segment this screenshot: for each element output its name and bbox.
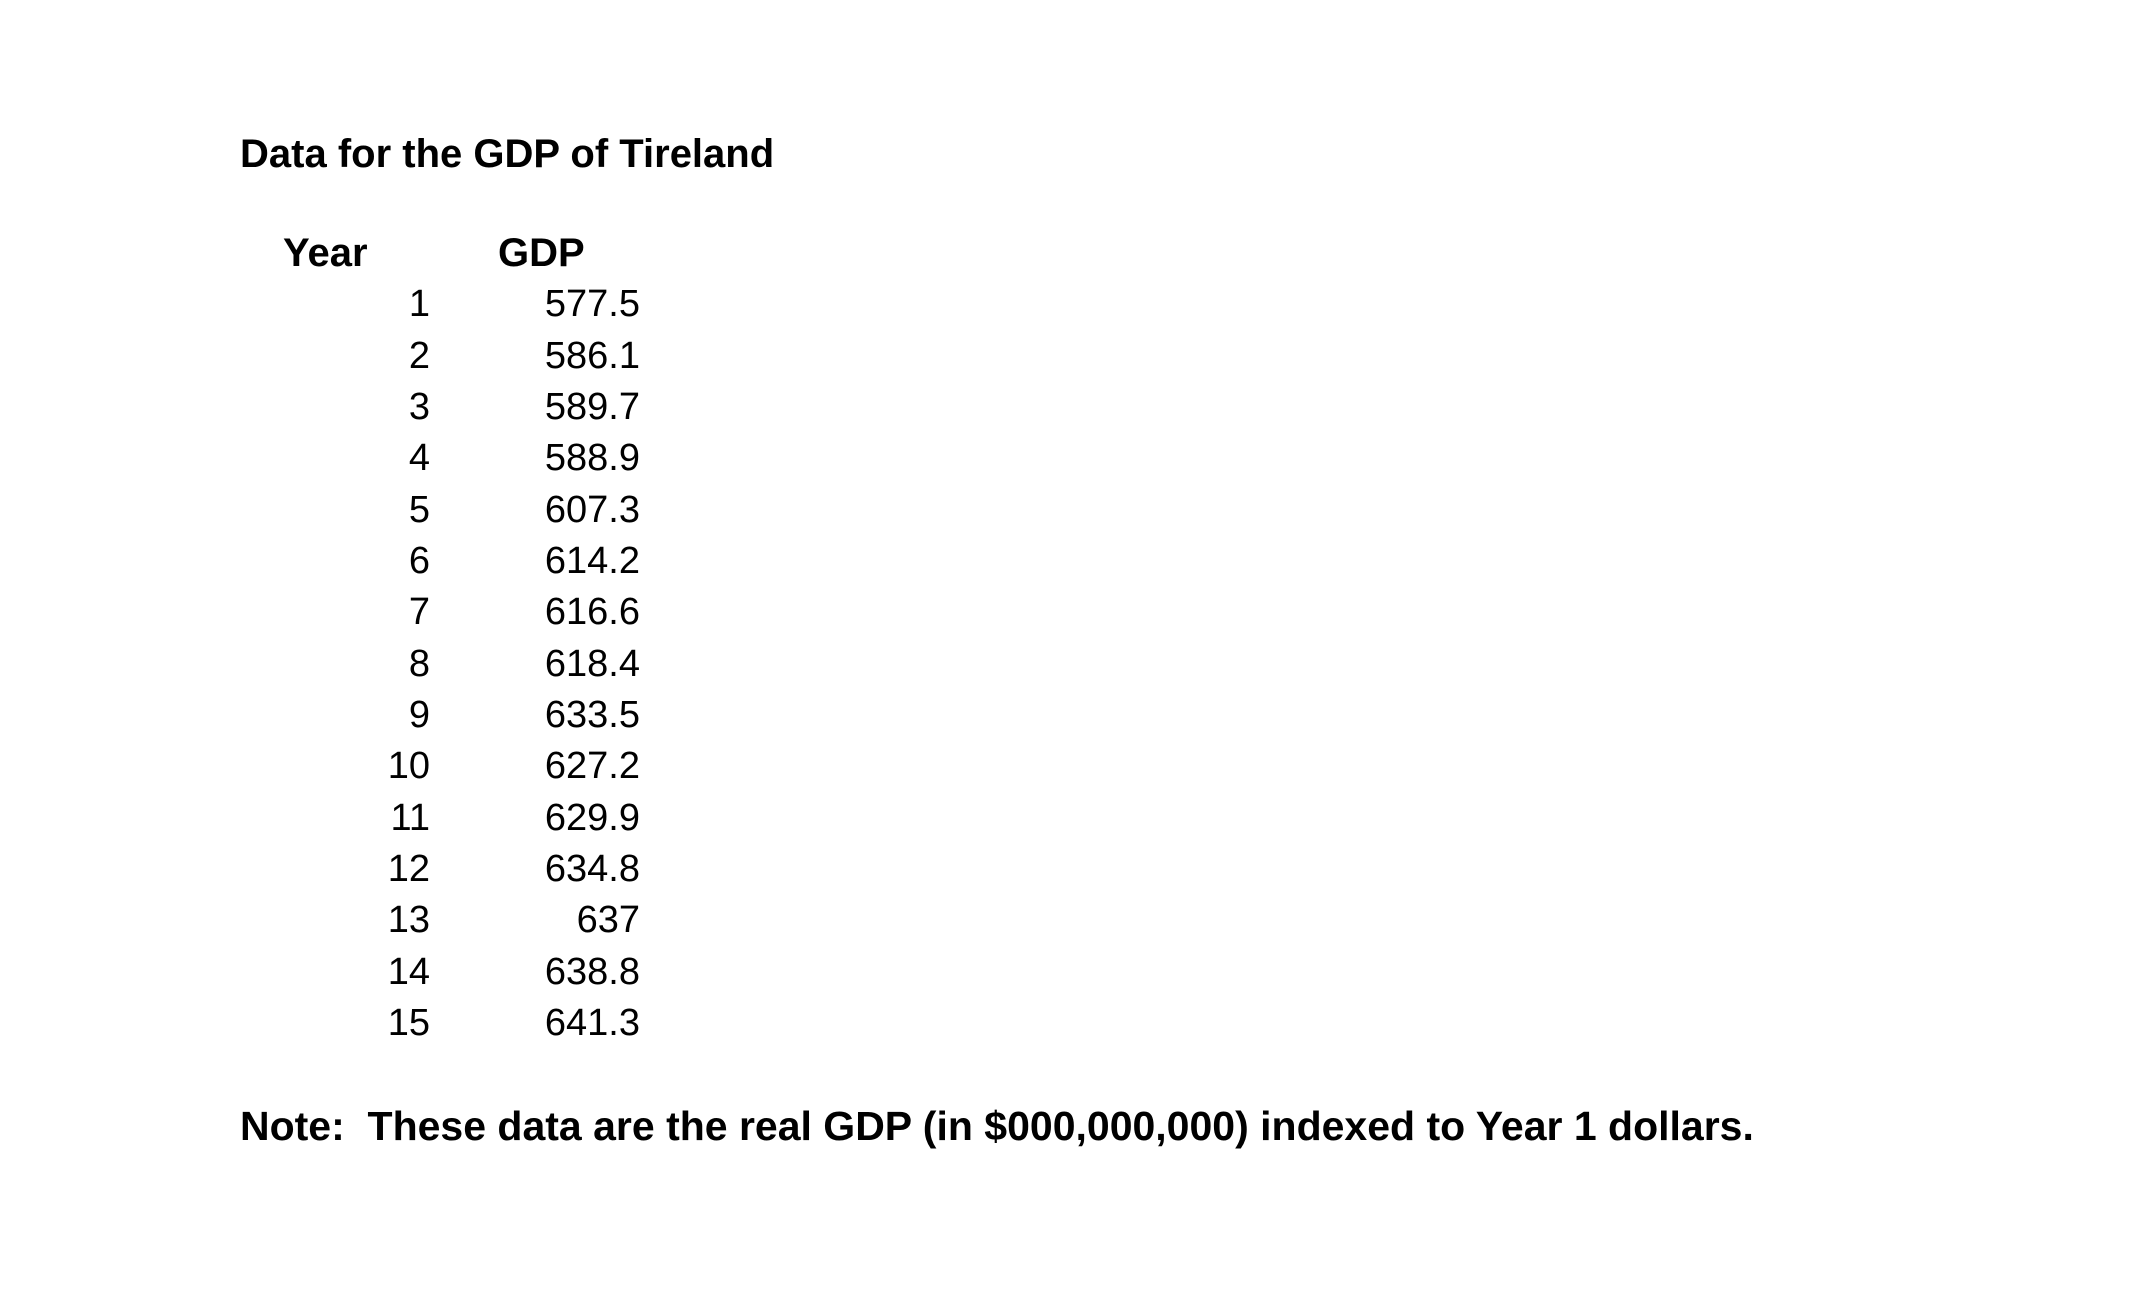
- gdp-value: 634.8: [544, 847, 640, 890]
- year-value: 12: [387, 847, 430, 890]
- gdp-table: Year GDP 1 577.5 2 586.1 3 589.7 4 588.9 5 607.3 6…: [283, 228, 640, 1049]
- gdp-value: 633.5: [544, 693, 640, 736]
- gdp-value: 637: [576, 899, 640, 942]
- gdp-value: 607.3: [544, 488, 640, 531]
- gdp-value: 618.4: [544, 642, 640, 685]
- year-value: 7: [408, 591, 430, 634]
- table-row: 2 586.1: [283, 331, 640, 382]
- table-row: 10 627.2: [283, 741, 640, 792]
- table-row: 9 633.5: [283, 690, 640, 741]
- gdp-value: 616.6: [544, 591, 640, 634]
- table-row: 13 637: [283, 895, 640, 946]
- column-gap: [430, 433, 498, 484]
- column-gap: [430, 690, 498, 741]
- gdp-value: 641.3: [544, 1001, 640, 1044]
- table-row: 5 607.3: [283, 485, 640, 536]
- year-value: 14: [387, 950, 430, 993]
- table-row: 1 577.5: [283, 279, 640, 330]
- column-gap: [430, 536, 498, 587]
- year-column-header: Year: [283, 231, 368, 275]
- gdp-column-header: GDP: [498, 231, 585, 275]
- column-gap: [430, 228, 498, 279]
- gdp-value: 629.9: [544, 796, 640, 839]
- column-gap: [430, 741, 498, 792]
- table-row: 6 614.2: [283, 536, 640, 587]
- year-value: 10: [387, 745, 430, 788]
- column-gap: [430, 382, 498, 433]
- table-row: 15 641.3: [283, 998, 640, 1049]
- page-title: Data for the GDP of Tireland: [240, 132, 775, 176]
- year-value: 11: [390, 796, 430, 839]
- year-value: 4: [408, 437, 430, 480]
- gdp-value: 627.2: [544, 745, 640, 788]
- column-gap: [430, 485, 498, 536]
- year-value: 5: [408, 488, 430, 531]
- column-gap: [430, 587, 498, 638]
- column-gap: [430, 895, 498, 946]
- gdp-value: 586.1: [544, 334, 640, 377]
- year-value: 9: [408, 693, 430, 736]
- footnote: Note: These data are the real GDP (in $0…: [240, 1103, 1754, 1149]
- gdp-value: 638.8: [544, 950, 640, 993]
- gdp-value: 577.5: [544, 283, 640, 326]
- gdp-value: 589.7: [544, 385, 640, 428]
- column-gap: [430, 947, 498, 998]
- gdp-value: 614.2: [544, 539, 640, 582]
- year-value: 15: [387, 1001, 430, 1044]
- table-row: 8 618.4: [283, 639, 640, 690]
- year-value: 3: [408, 385, 430, 428]
- table-header-row: Year GDP: [283, 228, 640, 279]
- year-value: 2: [408, 334, 430, 377]
- table-row: 3 589.7: [283, 382, 640, 433]
- gdp-value: 588.9: [544, 437, 640, 480]
- table-body: 1 577.5 2 586.1 3 589.7 4 588.9 5 607.3 6 614.2 7 616…: [283, 279, 640, 1049]
- column-gap: [430, 639, 498, 690]
- column-gap: [430, 331, 498, 382]
- table-row: 11 629.9: [283, 793, 640, 844]
- year-value: 1: [408, 283, 430, 326]
- table-row: 4 588.9: [283, 433, 640, 484]
- year-value: 8: [408, 642, 430, 685]
- table-row: 14 638.8: [283, 947, 640, 998]
- year-value: 6: [408, 539, 430, 582]
- column-gap: [430, 844, 498, 895]
- year-value: 13: [387, 899, 430, 942]
- column-gap: [430, 998, 498, 1049]
- column-gap: [430, 793, 498, 844]
- column-gap: [430, 279, 498, 330]
- table-row: 7 616.6: [283, 587, 640, 638]
- table-row: 12 634.8: [283, 844, 640, 895]
